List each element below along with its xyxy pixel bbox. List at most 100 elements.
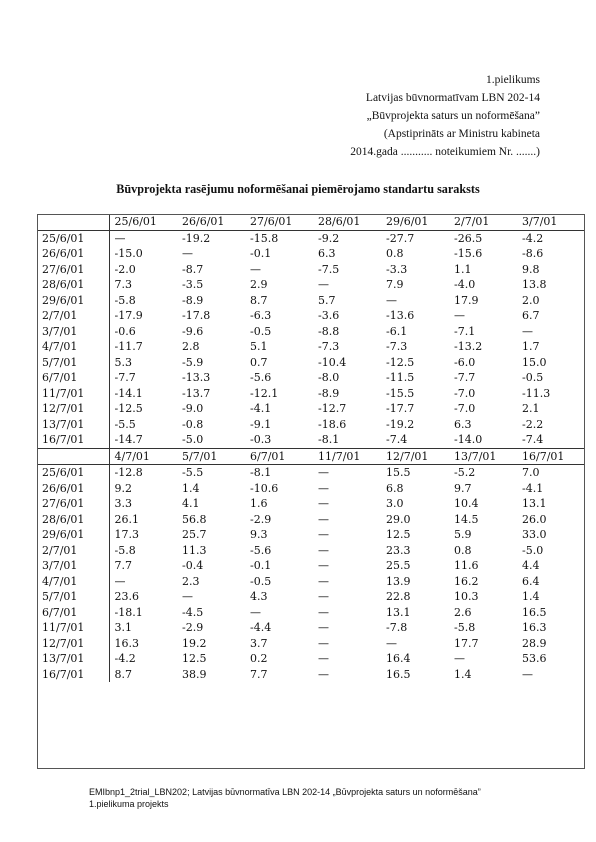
table-cell: — [318,497,329,511]
table-cell: -5.6 [250,371,272,385]
table-cell: 6.4 [522,574,540,588]
table-cell: 2.6 [454,605,472,619]
table-cell: -8.6 [522,247,544,261]
table-cell: -8.9 [182,293,204,307]
annex-regulation-title: „Būvprojekta saturs un noformēšana” [366,110,540,122]
table-cell: -7.5 [318,262,340,276]
table-cell: 17.7 [454,636,479,650]
table-cell: 1.4 [454,667,472,681]
table-cell: -9.2 [318,231,340,245]
table-cell: -5.5 [182,466,204,480]
table-row: 6/7/01 -7.7 -13.3 -5.6 -8.0 -11.5 -7.7 -0.5 [37,370,585,386]
table-cell: -2.9 [182,621,204,635]
table-cell: 1.6 [250,497,268,511]
table-cell: 3.1 [114,621,133,635]
table-cell: -12.1 [250,386,279,400]
table-cell: 13.1 [386,605,411,619]
row-label: 6/7/01 [37,370,110,386]
table-cell: -8.8 [318,324,340,338]
table-cell: 25.5 [386,559,411,573]
table-row: 13/7/01 -4.2 12.5 0.2 — 16.4 — 53.6 [37,651,585,667]
table-cell: 3.3 [114,497,133,511]
table-cell: -18.1 [114,605,143,619]
table-cell: -0.8 [182,417,204,431]
table-cell: -7.7 [454,371,476,385]
table-cell: -0.5 [250,324,272,338]
table-row: 13/7/01 -5.5 -0.8 -9.1 -18.6 -19.2 6.3 -2.2 [37,416,585,432]
table-cell: 1.1 [454,262,472,276]
table-cell: 23.6 [114,590,140,604]
table-cell: -11.3 [522,386,551,400]
table-cell: 9.7 [454,481,472,495]
table-row: 2/7/01 -5.8 11.3 -5.6 — 23.3 0.8 -5.0 [37,542,585,558]
table-cell: 4.3 [250,590,268,604]
column-header: 27/6/01 [245,214,313,231]
table-cell: 8.7 [250,293,268,307]
table-cell: 0.7 [250,355,268,369]
table-cell: 15.0 [522,355,547,369]
table-cell: 19.2 [182,636,207,650]
row-label: 6/7/01 [37,604,110,620]
table-cell: 0.8 [386,247,404,261]
table-cell: 7.7 [250,667,268,681]
table-cell: — [318,278,329,292]
table-row: 29/6/01 -5.8 -8.9 8.7 5.7 — 17.9 2.0 [37,292,585,308]
table-cell: 7.9 [386,278,404,292]
table-cell: -0.4 [182,559,204,573]
table-cell: -26.5 [454,231,483,245]
table-cell: 12.5 [182,652,207,666]
table-row: 28/6/01 7.3 -3.5 2.9 — 7.9 -4.0 13.8 [37,277,585,293]
table-row: 5/7/01 5.3 -5.9 0.7 -10.4 -12.5 -6.0 15.0 [37,354,585,370]
row-label: 11/7/01 [37,385,110,401]
table-cell: -9.1 [250,417,272,431]
table-cell: — [386,636,397,650]
document-title: Būvprojekta rasējumu noformēšanai piemēr… [116,182,480,196]
table-cell: -7.4 [386,433,408,447]
row-label: 13/7/01 [37,651,110,667]
table-cell: 14.5 [454,512,479,526]
table-cell: 12.5 [386,528,411,542]
row-label: 4/7/01 [37,339,110,355]
table-cell: 5.9 [454,528,472,542]
table-cell: -13.7 [182,386,211,400]
table-cell: -3.3 [386,262,408,276]
table-cell: 38.9 [182,667,207,681]
table-row: 11/7/01 3.1 -2.9 -4.4 — -7.8 -5.8 16.3 [37,620,585,636]
column-header: 28/6/01 [313,214,381,231]
table-cell: -12.5 [386,355,415,369]
table-cell: 2.3 [182,574,200,588]
table-cell: 5.7 [318,293,336,307]
table-cell: 7.0 [522,466,540,480]
table-row: 12/7/01 16.3 19.2 3.7 — — 17.7 28.9 [37,635,585,651]
table-row: 25/6/01 — -19.2 -15.8 -9.2 -27.7 -26.5 -4.2 [37,230,585,246]
column-header: 2/7/01 [449,214,517,231]
table-cell: — [114,231,126,245]
table-cell: -6.1 [386,324,408,338]
table-cell: — [318,543,329,557]
table-cell: 2.0 [522,293,540,307]
annex-approval: (Apstiprināts ar Ministru kabineta [383,128,540,140]
table-cell: 13.9 [386,574,411,588]
footer-draft-note: 1.pielikuma projekts [89,799,169,809]
table-cell: 10.3 [454,590,479,604]
row-label: 28/6/01 [37,511,110,527]
table-cell: -5.2 [454,466,476,480]
annex-approval-date: 2014.gada ........... noteikumiem Nr. ..… [350,146,540,158]
column-header: 4/7/01 [109,447,177,465]
table-cell: 13.8 [522,278,547,292]
table-cell: -27.7 [386,231,415,245]
table-cell: — [182,247,193,261]
footer-file-reference: EMIbnp1_2trial_LBN202; Latvijas būvnorma… [89,787,481,797]
table-cell: -7.0 [454,402,476,416]
column-header: 26/6/01 [177,214,245,231]
table-cell: -14.0 [454,433,483,447]
column-header: 29/6/01 [381,214,449,231]
table-cell: 4.4 [522,559,540,573]
table-cell: -4.4 [250,621,272,635]
table-cell: — [454,652,465,666]
table-cell: -7.8 [386,621,408,635]
table-cell: -5.0 [182,433,204,447]
row-label: 29/6/01 [37,292,110,308]
table-cell: -17.7 [386,402,415,416]
